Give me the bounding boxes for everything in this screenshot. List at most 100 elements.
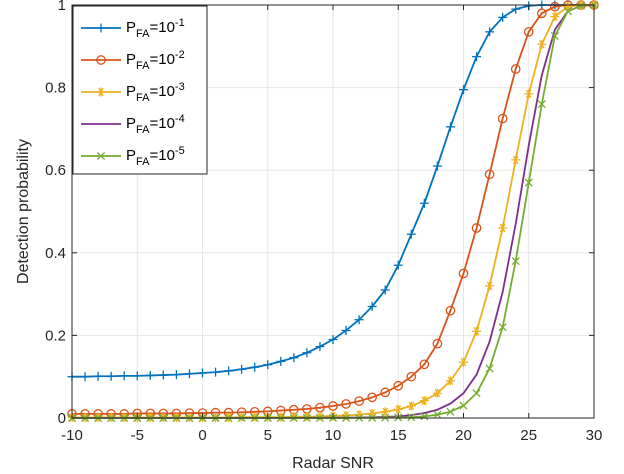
data-point — [276, 356, 286, 366]
x-tick-label: -10 — [61, 427, 83, 444]
data-point — [393, 380, 404, 391]
data-point — [485, 281, 495, 291]
y-tick-label: 1 — [58, 0, 66, 14]
data-point — [237, 364, 247, 374]
data-point — [523, 26, 534, 37]
data-point — [406, 371, 417, 382]
data-point — [380, 285, 390, 295]
marker-stroke — [550, 31, 559, 41]
marker-stroke — [407, 413, 416, 422]
data-point — [510, 64, 521, 74]
data-point — [289, 412, 299, 422]
data-point — [432, 161, 442, 171]
data-point — [367, 392, 377, 403]
y-tick-label: 0.6 — [45, 162, 66, 179]
data-point — [315, 411, 325, 421]
legend: PFA=10-1 PFA=10-2 PFA=10-3 PFA=10-4 PFA=10-5 — [72, 5, 208, 175]
data-point — [498, 323, 507, 332]
data-point — [158, 370, 168, 380]
legend-entry: PFA=10-5 — [81, 145, 185, 168]
marker-stroke — [446, 407, 455, 416]
marker-stroke — [433, 410, 442, 419]
data-point — [433, 410, 442, 419]
data-point — [563, 7, 572, 16]
data-point — [354, 396, 364, 406]
marker-stroke — [420, 412, 429, 421]
data-point — [315, 342, 325, 352]
data-point — [432, 338, 443, 349]
data-point — [511, 257, 520, 266]
data-point — [576, 1, 586, 10]
data-point — [367, 301, 377, 311]
data-point — [380, 407, 390, 417]
marker-stroke — [485, 364, 494, 373]
data-point — [420, 412, 429, 421]
legend-entry: PFA=10-1 — [81, 17, 185, 40]
data-point — [550, 12, 560, 22]
data-point — [250, 362, 260, 372]
y-tick-label: 0.2 — [45, 327, 66, 344]
marker-stroke — [472, 389, 481, 398]
x-tick-labels: -10 -5 0 5 10 15 20 25 30 — [61, 427, 602, 444]
data-point — [485, 364, 494, 373]
x-tick-label: 20 — [455, 427, 472, 444]
data-point — [419, 396, 429, 406]
data-point — [459, 401, 468, 410]
marker-stroke — [498, 323, 507, 332]
data-point — [341, 399, 351, 409]
data-point — [550, 31, 559, 41]
data-point — [511, 4, 521, 14]
data-point — [211, 367, 221, 377]
x-tick-label: 5 — [264, 427, 272, 444]
series-2 — [67, 0, 599, 419]
data-point — [498, 12, 508, 22]
x-tick-label: 10 — [325, 427, 342, 444]
marker-stroke — [96, 151, 106, 161]
data-point — [132, 371, 142, 381]
data-point — [224, 366, 234, 376]
marker-stroke — [537, 100, 546, 109]
data-point — [184, 369, 194, 379]
data-point — [263, 360, 273, 370]
legend-label: PFA=10-4 — [126, 113, 185, 136]
legend-entry: PFA=10-2 — [81, 49, 185, 72]
data-point — [119, 371, 129, 381]
y-axis-label: Detection probability — [15, 139, 32, 284]
data-point — [96, 151, 106, 161]
marker-stroke — [563, 7, 572, 16]
y-tick-labels: 0 0.2 0.4 0.6 0.8 1 — [45, 0, 66, 427]
data-point — [289, 353, 299, 363]
series-1 — [67, 0, 599, 382]
data-point — [96, 23, 106, 33]
legend-label: PFA=10-1 — [126, 17, 185, 40]
data-point — [537, 100, 546, 109]
data-point — [471, 223, 482, 233]
data-point — [406, 229, 416, 239]
data-point — [472, 389, 481, 398]
legend-label: PFA=10-2 — [126, 49, 185, 72]
y-tick-label: 0.8 — [45, 80, 66, 97]
data-point — [445, 305, 456, 316]
data-point — [537, 39, 547, 49]
y-tick-label: 0 — [58, 410, 66, 427]
data-point — [472, 52, 482, 62]
marker-stroke — [524, 178, 533, 187]
legend-box — [72, 5, 208, 175]
data-point — [96, 87, 106, 97]
data-point — [393, 404, 403, 414]
data-point — [393, 260, 403, 270]
data-point — [302, 412, 312, 422]
marker-stroke — [459, 401, 468, 410]
data-point — [354, 315, 364, 325]
data-point — [96, 55, 106, 65]
data-point — [458, 268, 469, 279]
data-point — [198, 368, 207, 378]
data-point — [549, 1, 560, 12]
data-point — [407, 413, 416, 422]
data-point — [419, 359, 430, 370]
data-point — [536, 8, 547, 19]
grid — [71, 4, 595, 419]
marker-stroke — [511, 257, 520, 266]
data-point — [93, 371, 103, 381]
x-tick-label: 0 — [198, 427, 206, 444]
